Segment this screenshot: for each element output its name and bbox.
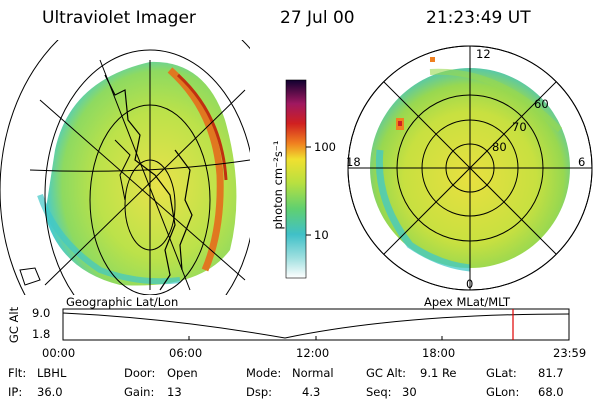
mlt-label-12: 12 [476, 47, 491, 61]
mlat-label-80: 80 [492, 140, 507, 154]
gain-value: 13 [167, 385, 182, 399]
glat-label: GLat: [486, 366, 517, 380]
colorbar-label: photon cm⁻²s⁻¹ [271, 140, 285, 230]
time-label: 21:23:49 UT [426, 8, 531, 28]
mode-value: Normal [292, 366, 334, 380]
gcalt-label: GC Alt: [366, 366, 407, 380]
mlat-label-60: 60 [534, 97, 549, 111]
app-title: Ultraviolet Imager [42, 8, 196, 28]
mlat-label-70: 70 [512, 120, 527, 134]
colorbar-tick-10: 10 [314, 228, 329, 242]
x-tick-0600: 06:00 [169, 346, 203, 360]
left-panel-caption: Geographic Lat/Lon [66, 295, 179, 309]
colorbar [285, 79, 307, 279]
x-tick-1800: 18:00 [422, 346, 456, 360]
mode-label: Mode: [246, 366, 282, 380]
door-value: Open [167, 366, 198, 380]
gcalt-value: 9.1 Re [420, 366, 457, 380]
glat-value: 81.7 [538, 366, 564, 380]
x-tick-1200: 12:00 [296, 346, 330, 360]
dsp-label: Dsp: [246, 385, 273, 399]
door-label: Door: [124, 366, 156, 380]
date-label: 27 Jul 00 [280, 8, 355, 28]
altitude-ylabel: GC Alt [7, 306, 21, 344]
seq-label: Seq: [366, 385, 392, 399]
altitude-plot [62, 308, 570, 341]
altitude-ytick-bottom: 1.8 [32, 327, 51, 341]
glon-label: GLon: [486, 385, 520, 399]
ip-value: 36.0 [37, 385, 63, 399]
dsp-value: 4.3 [302, 385, 321, 399]
mlt-label-0: 0 [466, 277, 474, 291]
seq-value: 30 [402, 385, 417, 399]
gain-label: Gain: [124, 385, 155, 399]
x-tick-2359: 23:59 [553, 346, 587, 360]
ip-label: IP: [8, 385, 23, 399]
glon-value: 68.0 [538, 385, 564, 399]
colorbar-tick-100: 100 [314, 140, 336, 154]
flt-value: LBHL [37, 366, 67, 380]
mlt-label-6: 6 [578, 155, 586, 169]
altitude-ytick-top: 9.0 [32, 306, 51, 320]
flt-label: Flt: [8, 366, 27, 380]
mlt-label-18: 18 [346, 155, 361, 169]
right-panel-caption: Apex MLat/MLT [424, 295, 511, 309]
x-tick-0000: 00:00 [42, 346, 76, 360]
